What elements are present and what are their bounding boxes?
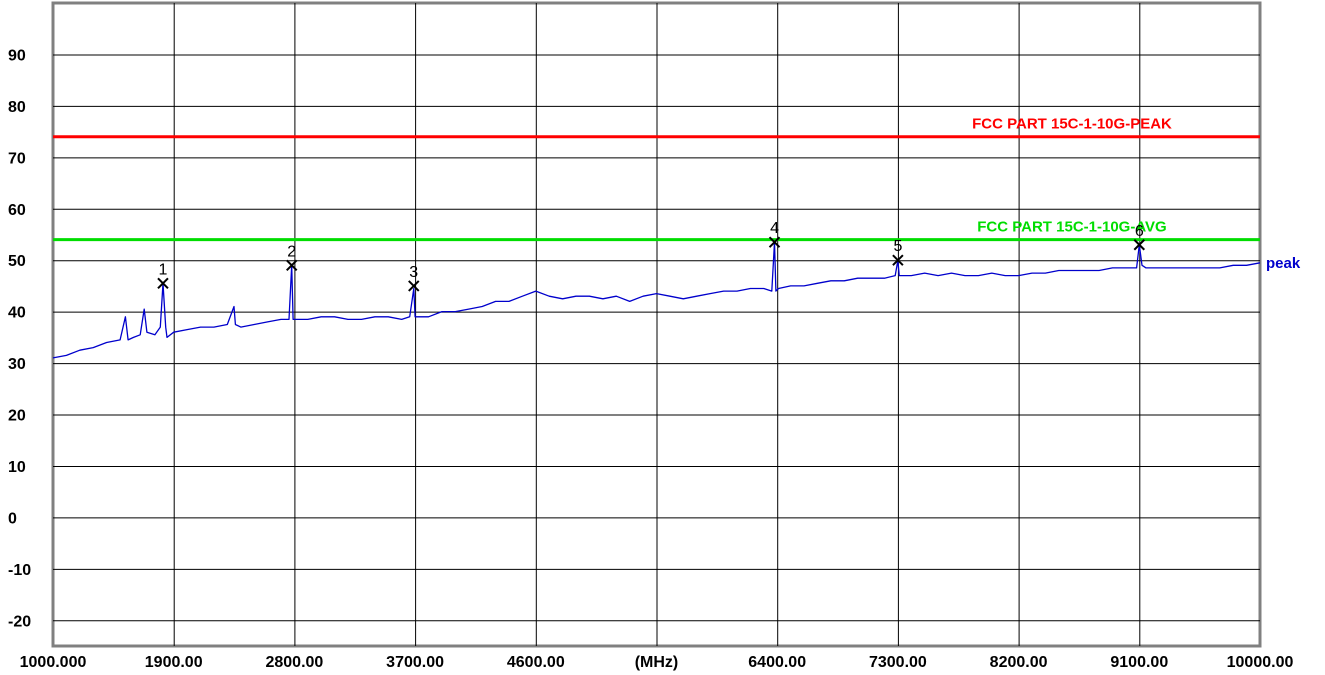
x-tick-label: 1000.000 <box>20 654 87 671</box>
y-tick-label: 50 <box>8 253 26 270</box>
x-tick-label: 4600.00 <box>507 654 565 671</box>
x-tick-label: 10000.00 <box>1227 654 1294 671</box>
limit-line-label: FCC PART 15C-1-10G-PEAK <box>972 116 1172 133</box>
y-tick-label: 90 <box>8 47 26 64</box>
x-tick-label: 6400.00 <box>748 654 806 671</box>
marker-label: 2 <box>287 243 296 260</box>
y-tick-label: 40 <box>8 305 26 322</box>
series-label: peak <box>1266 255 1301 272</box>
marker-label: 6 <box>1135 223 1144 240</box>
y-tick-label: -20 <box>8 613 31 630</box>
marker-label: 5 <box>893 238 902 255</box>
marker-label: 3 <box>409 264 418 281</box>
x-axis-ticks: 1000.000 1900.00 2800.00 3700.00 4600.00 (MHz… <box>20 654 1294 671</box>
marker-label: 4 <box>770 220 779 237</box>
x-tick-label: 1900.00 <box>145 654 203 671</box>
x-tick-label: 7300.00 <box>869 654 927 671</box>
y-tick-label: -10 <box>8 562 31 579</box>
x-tick-label: 9100.00 <box>1110 654 1168 671</box>
y-tick-label: 60 <box>8 202 26 219</box>
x-tick-label: 2800.00 <box>265 654 323 671</box>
y-tick-label: 30 <box>8 356 26 373</box>
x-tick-label: (MHz) <box>635 654 679 671</box>
y-tick-label: 80 <box>8 99 26 116</box>
x-tick-label: 3700.00 <box>386 654 444 671</box>
x-tick-label: 8200.00 <box>990 654 1048 671</box>
y-tick-label: 70 <box>8 150 26 167</box>
y-tick-label: 10 <box>8 459 26 476</box>
marker-label: 1 <box>159 261 168 278</box>
y-tick-label: 20 <box>8 408 26 425</box>
y-axis-ticks: 90 80 70 60 50 40 30 20 10 0 -10 -20 <box>8 47 31 630</box>
y-tick-label: 0 <box>8 510 17 527</box>
